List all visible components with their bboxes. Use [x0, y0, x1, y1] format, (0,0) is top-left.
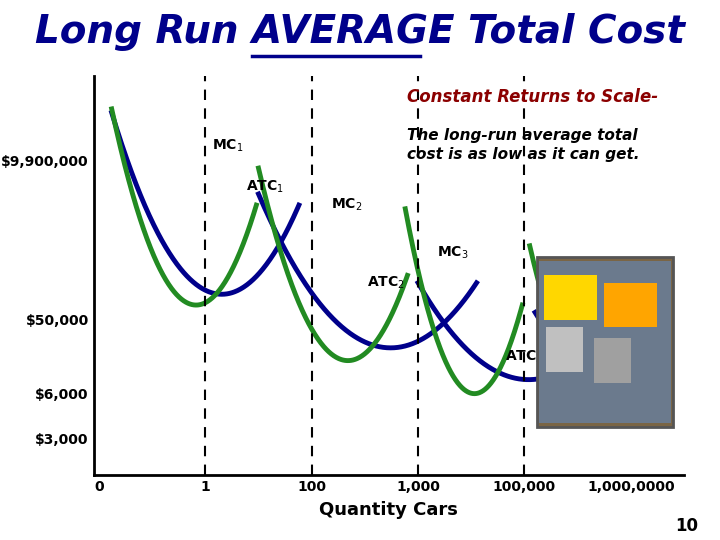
Bar — [537, 257, 673, 427]
Text: 10: 10 — [675, 517, 698, 535]
Text: ATC$_2$: ATC$_2$ — [367, 274, 405, 291]
Text: MC$_4$: MC$_4$ — [577, 264, 609, 280]
Text: MC$_3$: MC$_3$ — [437, 245, 469, 261]
Text: MC$_2$: MC$_2$ — [330, 197, 362, 213]
Text: Long Run AVERAGE Total Cost: Long Run AVERAGE Total Cost — [35, 14, 685, 51]
Text: ATC$_4$: ATC$_4$ — [593, 348, 631, 365]
Text: ATC$_3$: ATC$_3$ — [505, 348, 543, 365]
Text: The long-run average total
cost is as low as it can get.: The long-run average total cost is as lo… — [407, 127, 639, 163]
Bar — [604, 283, 657, 327]
Text: MC$_1$: MC$_1$ — [212, 138, 243, 154]
Bar — [546, 327, 583, 372]
Bar — [544, 275, 597, 320]
Bar — [593, 338, 631, 383]
Text: ATC$_1$: ATC$_1$ — [246, 178, 284, 195]
Text: Constant Returns to Scale-: Constant Returns to Scale- — [407, 87, 657, 106]
X-axis label: Quantity Cars: Quantity Cars — [320, 501, 458, 519]
Bar — [539, 261, 671, 423]
